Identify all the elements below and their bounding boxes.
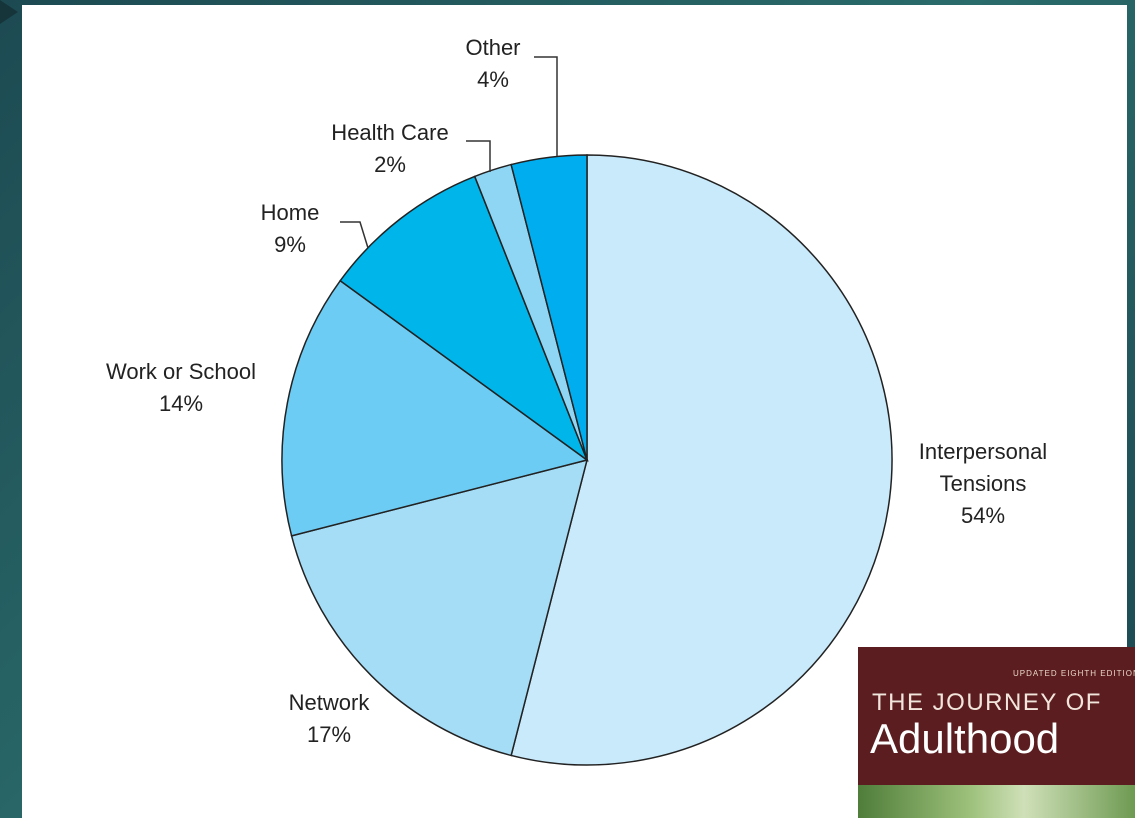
leader-lines (340, 56, 558, 249)
slice-label: Other (465, 35, 521, 60)
slice-value-label: 54% (960, 503, 1006, 528)
pie-slice (290, 458, 589, 757)
slice-value-label: 14% (158, 391, 204, 416)
slice-label: Home (260, 200, 320, 225)
slice-value-label: 17% (306, 722, 352, 747)
book-cover: UPDATED EIGHTH EDITION THE JOURNEY OF Ad… (858, 647, 1135, 818)
slice-value-label: 2% (374, 152, 406, 177)
leader-line (534, 56, 558, 156)
pie-slice (281, 279, 589, 537)
pie-slice (339, 175, 589, 463)
leader-line (340, 221, 369, 249)
book-edition: UPDATED EIGHTH EDITION (1013, 669, 1135, 678)
slice-label: Health Care (331, 120, 449, 145)
pie-slice (510, 154, 588, 461)
slide-arrow (0, 0, 18, 24)
leader-line (466, 140, 491, 172)
slice-label: Interpersonal Tensions (918, 439, 1048, 496)
book-title: Adulthood (870, 715, 1060, 762)
slice-label: Network (288, 690, 370, 715)
slice-value-label: 9% (274, 232, 306, 257)
book-series: THE JOURNEY OF (872, 689, 1102, 716)
book-photo (858, 785, 1135, 818)
pie-slice (510, 154, 893, 766)
slice-label: Work or School (106, 359, 256, 384)
slice-value-label: 4% (477, 67, 509, 92)
